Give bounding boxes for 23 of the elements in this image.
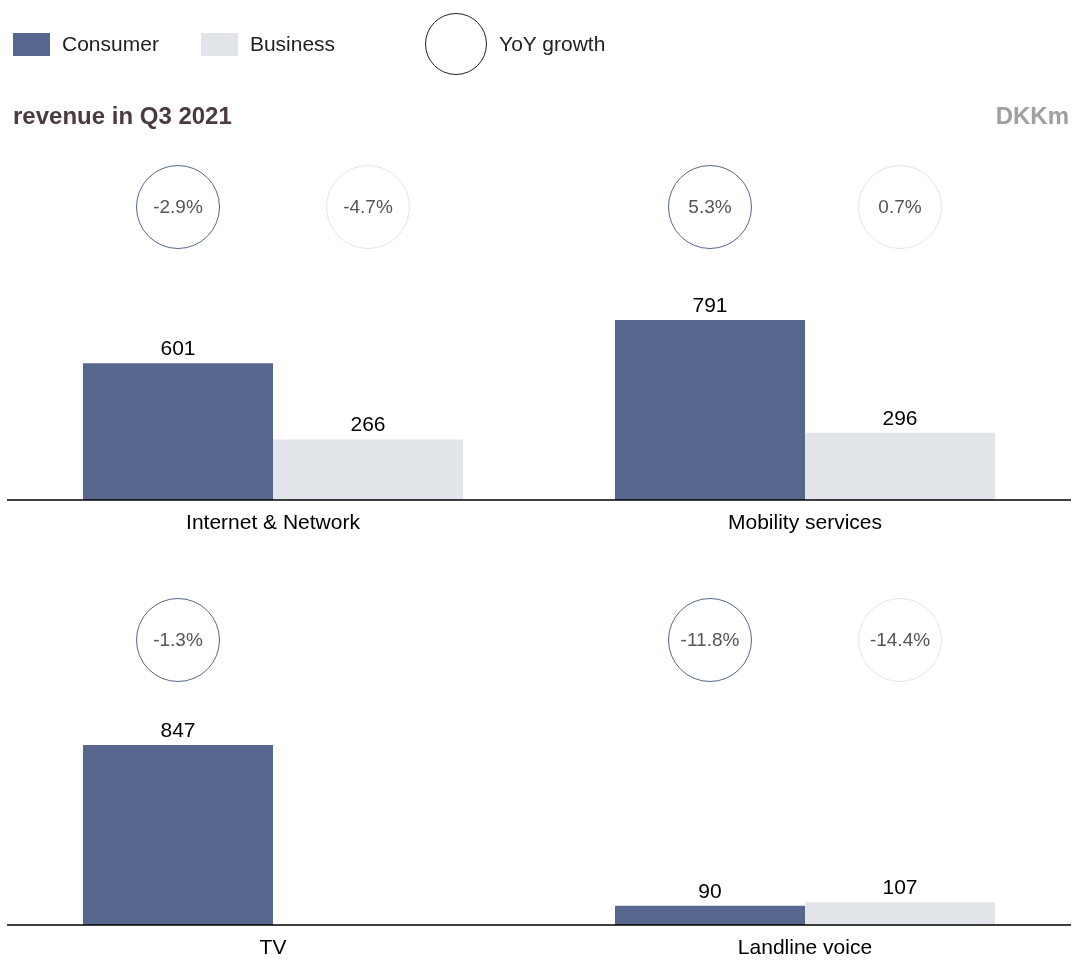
x-tick-label: TV <box>259 934 287 958</box>
x-tick-label: Landline voice <box>737 934 873 958</box>
data-label: 601 <box>160 336 196 360</box>
text: YoY growth <box>499 32 606 56</box>
text: 0.7% <box>858 165 942 249</box>
text: -11.8% <box>668 598 752 682</box>
legend-label: Business <box>249 32 336 56</box>
data-label: 266 <box>350 412 386 436</box>
chart-title: revenue in Q3 2021 <box>13 102 232 130</box>
data-label: 90 <box>698 878 722 902</box>
data-label: 107 <box>882 875 918 899</box>
legend-label: Consumer <box>62 32 159 56</box>
x-tick-label: Mobility services <box>727 509 883 533</box>
text: -2.9% <box>136 165 220 249</box>
data-label: 296 <box>882 405 918 429</box>
data-label: 791 <box>692 293 728 316</box>
x-tick-label: Internet & Network <box>186 509 361 533</box>
text: -4.7% <box>326 165 410 249</box>
text: -14.4% <box>858 598 942 682</box>
y-axis-title: DKKm <box>995 102 1069 130</box>
data-label: 847 <box>160 718 196 741</box>
text: 5.3% <box>668 165 752 249</box>
text: -1.3% <box>136 598 220 682</box>
